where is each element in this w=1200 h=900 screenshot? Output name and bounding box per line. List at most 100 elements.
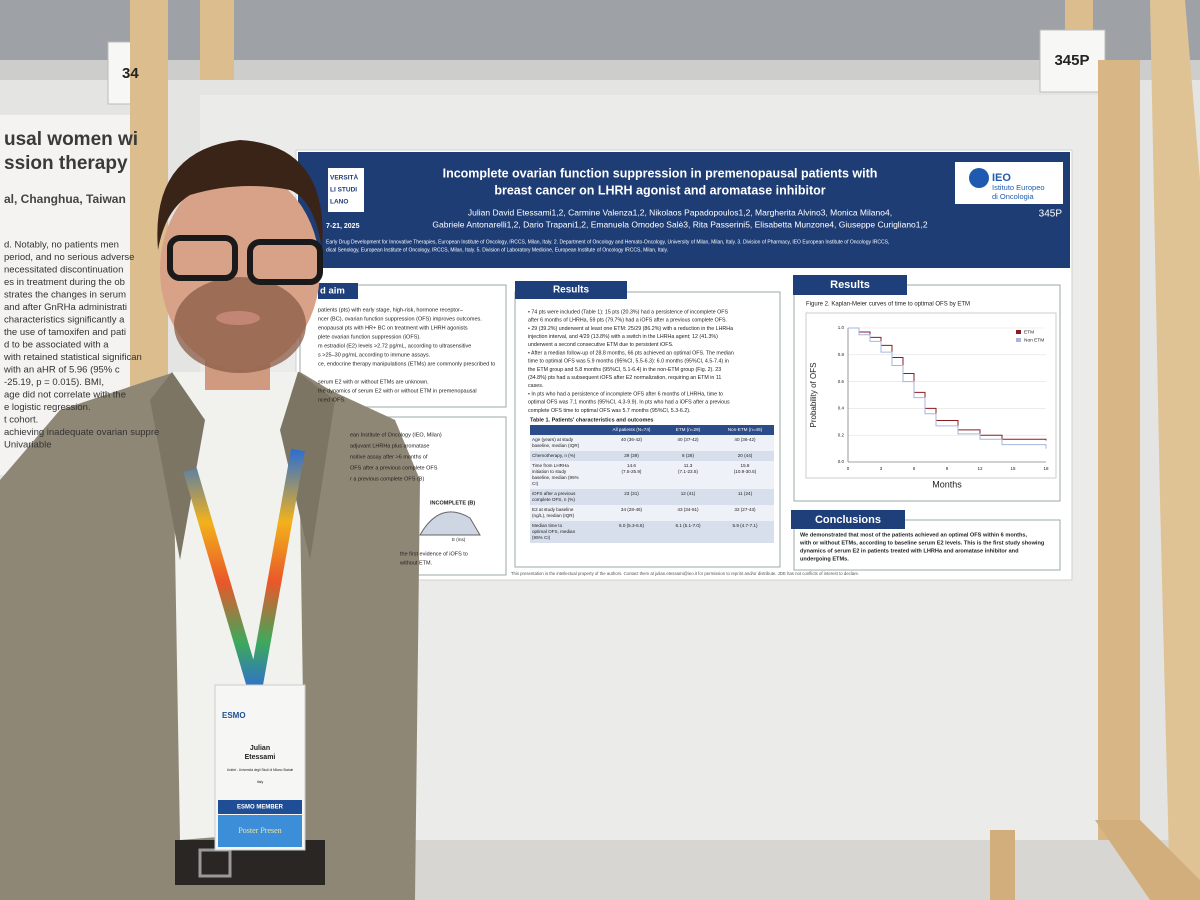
table-header: ETM (n=29) [676,427,701,432]
y-tick-label: 0.8 [838,352,845,357]
conclusions-text: with or without ETMs, according to basel… [799,540,1045,546]
table-cell: 6.1 (5.1-7.0) [675,523,700,528]
section-text: the dynamics of serum E2 with or without… [318,388,477,394]
x-tick-label: 18 [1043,466,1049,471]
table-cell: Time from LHRHa [532,463,569,468]
conclusions-text: dynamics of serum E2 in patients treated… [800,548,1019,554]
wood-post [1150,0,1200,900]
table-row [530,521,774,543]
left-poster-text: achieving inadequate ovarian suppre [4,427,159,438]
table-cell: Median time to [532,523,563,528]
table-cell: 23 (31) [624,491,639,496]
results-text: injection interval, and 4/29 (13.8%) wit… [528,334,718,340]
table-cell: baseline, median (IQR) [532,443,580,448]
results-text: optimal OFS was 7.1 months (95%CI, 4.3-9… [528,400,730,406]
left-poster-text: the use of tamoxifen and pati [4,327,126,338]
logo-text: VERSITÀ [330,173,358,182]
badge-band [218,815,302,847]
figure-axis: E (ms) [452,537,466,542]
section-text: ean Institute of Oncology (IEO, Milan) [350,432,442,438]
left-poster-text: t cohort. [4,415,38,426]
poster-authors: Gabriele Antonarelli1,2, Dario Trapani1,… [432,219,927,229]
results-text: time to optimal OFS was 5.9 months (95%C… [528,359,729,365]
table-cell: 20 (44) [738,453,753,458]
table-row [530,461,774,489]
left-poster-text: d to be associated with a [4,340,109,351]
lapel [150,372,205,560]
results-text: • 29 (39.2%) underwent at least one ETM:… [528,326,733,332]
glasses [247,239,323,285]
left-poster-text: d. Notably, no patients men [4,240,119,251]
table-cell: (10.9-30.5) [734,469,757,474]
section-text: s >25–30 pg/mL according to immune assay… [318,352,431,358]
texts: 345P 34 usal women wi ssion therapy al, Chan… [3,52,1090,835]
table-cell: 11.3 [684,463,693,468]
y-tick-label: 0.4 [838,406,845,411]
person [0,140,420,900]
section-text: m estradiol (E2) levels >2.72 pg/mL, acc… [318,343,471,349]
lapel [280,372,335,560]
left-poster-text: e logistic regression. [4,402,91,413]
poster-affiliations: dical Senology, European Institute of On… [326,247,668,253]
left-poster-text: strates the changes in serum [4,290,126,301]
table-cell: (ng/L), median (IQR) [532,513,575,518]
section-text: patients (pts) with early stage, high-ri… [318,307,464,313]
section-text: enopausal pts with HR+ BC on treatment w… [318,325,468,331]
badge-country: Italy [257,780,264,784]
glasses [167,235,238,281]
poster-header [298,152,1070,268]
table-row [530,489,774,505]
table-row [530,435,774,451]
board-number-card [1039,29,1106,93]
section-heading-bar [318,283,358,299]
poster-title: Incomplete ovarian function suppression … [443,166,878,180]
results-text: the ETM group and 5.8 months (95%CI, 5.1… [528,367,721,373]
poster-id: 345P [1039,209,1063,220]
section-box [514,291,781,568]
table-cell: (7.1-23.5) [678,469,698,474]
board-number: 345P [1054,52,1089,69]
left-poster-text: period, and no serious adverse [4,252,134,263]
badge-membership: ESMO MEMBER [237,805,284,811]
table-cell: 29 (39) [624,453,639,458]
logo-ieo: IEO [992,172,1011,184]
figure-label: INCOMPLETE (B) [430,500,475,506]
ieo-logo-mark [969,168,989,188]
left-poster-text: -25.19, p = 0.015). BMI, [4,377,104,388]
ceiling [0,0,1200,60]
table-cell: E2 at study baseline [532,507,574,512]
table-cell: 40 (37-42) [677,437,699,442]
unimi-logo-box [328,168,364,212]
table-cell: (95% CI) [532,535,551,540]
y-tick-label: 0.2 [838,432,845,437]
results-text: underwent a second consecutive ETM due t… [528,342,673,348]
table-cell: 43 (34-51) [677,507,699,512]
logo-ieo-name: Istituto Europeo [992,183,1045,192]
section-heading: d aim [320,286,345,297]
table-cell: 14.6 [627,463,636,468]
left-poster-title: ssion therapy [4,153,128,174]
results-text: • After a median follow-up of 28.8 month… [528,350,734,356]
section-heading-bar [515,281,627,299]
board-number: 34 [122,65,139,82]
legend-swatch [1016,330,1021,334]
section-box [299,284,507,408]
left-poster-text: characteristics significantly a [4,315,125,326]
section-text: adjuvant LHRHa plus aromatase [350,443,430,449]
section-box [793,519,1061,571]
section-text: nced iOFS. [318,397,346,403]
wood-post [1065,0,1093,30]
poster-authors: Julian David Etessami1,2, Carmine Valenz… [468,207,892,217]
x-tick-label: 12 [977,466,983,471]
left-poster-text: and after GnRHa administrati [4,302,127,313]
figure-panel [805,312,1057,479]
poster-title: breast cancer on LHRH agonist and aromat… [494,183,825,197]
wood-post [200,0,234,80]
table-cell: 15.8 [741,463,750,468]
x-tick-label: 9 [946,466,949,471]
table-cell: CI) [532,481,539,486]
x-tick-label: 6 [913,466,916,471]
badge-affiliation: Unidet - Università degli Studi di Milan… [227,768,294,772]
results-text: (34.8%) pts had a subsequent iOFS after … [528,375,721,381]
